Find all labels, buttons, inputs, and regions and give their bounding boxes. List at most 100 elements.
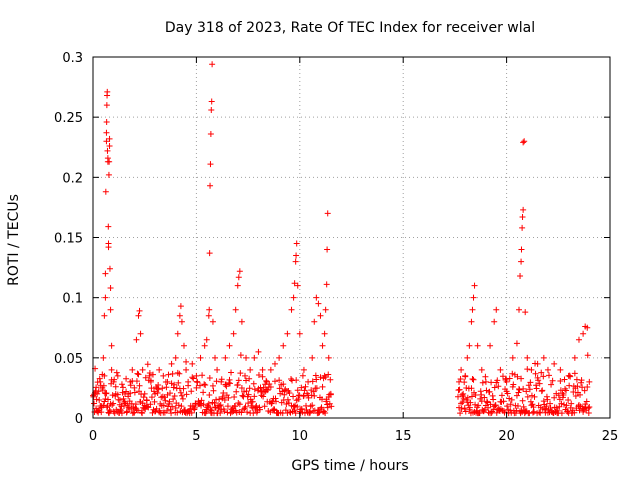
data-point — [110, 400, 117, 407]
data-point — [294, 403, 301, 410]
data-point — [276, 385, 283, 392]
data-point — [534, 360, 541, 367]
data-point — [481, 394, 488, 401]
data-point — [263, 377, 270, 384]
data-point — [147, 401, 154, 408]
data-point — [101, 312, 108, 319]
data-point — [311, 318, 318, 325]
data-point — [309, 354, 316, 361]
data-point — [169, 403, 176, 410]
data-point — [208, 407, 215, 414]
grid-lines — [93, 57, 610, 418]
data-point — [153, 405, 160, 412]
data-point — [112, 390, 119, 397]
data-point — [470, 376, 477, 383]
data-point — [463, 384, 470, 391]
data-point — [219, 393, 226, 400]
data-point — [135, 371, 142, 378]
data-point — [255, 348, 262, 355]
data-point — [472, 391, 479, 398]
data-point — [557, 378, 564, 385]
data-point — [462, 372, 469, 379]
data-point — [146, 372, 153, 379]
data-point — [470, 294, 477, 301]
data-point — [131, 384, 138, 391]
data-point — [504, 403, 511, 410]
data-point — [155, 382, 162, 389]
data-point — [146, 370, 153, 377]
data-point — [584, 324, 591, 331]
data-point — [527, 379, 534, 386]
data-point — [578, 377, 585, 384]
data-point — [468, 318, 475, 325]
data-point — [537, 409, 544, 416]
data-point — [579, 384, 586, 391]
data-point — [201, 381, 208, 388]
data-point — [144, 361, 151, 368]
data-point — [209, 318, 216, 325]
data-point — [198, 402, 205, 409]
data-point — [168, 410, 175, 417]
data-point — [549, 377, 556, 384]
data-point — [188, 388, 195, 395]
data-point — [305, 378, 312, 385]
data-point — [178, 392, 185, 399]
data-point — [177, 303, 184, 310]
data-point — [244, 409, 251, 416]
data-point — [267, 366, 274, 373]
data-point — [171, 393, 178, 400]
data-point — [151, 388, 158, 395]
data-point — [573, 376, 580, 383]
data-point — [307, 409, 314, 416]
data-point — [112, 383, 119, 390]
data-point — [528, 366, 535, 373]
data-point — [161, 394, 168, 401]
data-point — [256, 406, 263, 413]
data-point — [528, 392, 535, 399]
data-point — [482, 373, 489, 380]
data-point — [536, 409, 543, 416]
data-point — [571, 354, 578, 361]
data-point — [302, 383, 309, 390]
data-point — [207, 161, 214, 168]
data-point — [100, 354, 107, 361]
data-point — [577, 391, 584, 398]
data-point — [272, 395, 279, 402]
data-point — [131, 389, 138, 396]
data-point — [503, 378, 510, 385]
data-point — [103, 118, 110, 125]
data-point — [203, 336, 210, 343]
data-point — [294, 387, 301, 394]
data-point — [241, 372, 248, 379]
data-point — [116, 396, 123, 403]
data-point — [119, 384, 126, 391]
data-point — [119, 389, 126, 396]
data-point — [183, 366, 190, 373]
data-point — [315, 300, 322, 307]
data-point — [136, 307, 143, 314]
data-point — [563, 402, 570, 409]
data-point — [240, 388, 247, 395]
data-point — [164, 378, 171, 385]
data-point — [271, 360, 278, 367]
data-point — [167, 406, 174, 413]
data-point — [104, 403, 111, 410]
data-point — [176, 312, 183, 319]
data-point — [469, 376, 476, 383]
data-point — [176, 370, 183, 377]
data-point — [271, 406, 278, 413]
data-point — [110, 378, 117, 385]
data-point — [217, 409, 224, 416]
data-point — [568, 400, 575, 407]
data-point — [306, 408, 313, 415]
data-point — [190, 375, 197, 382]
data-point — [156, 366, 163, 373]
data-point — [491, 318, 498, 325]
data-point — [475, 402, 482, 409]
data-point — [504, 390, 511, 397]
data-point — [319, 342, 326, 349]
data-point — [488, 409, 495, 416]
data-point — [118, 410, 125, 417]
data-point — [295, 396, 302, 403]
data-point — [168, 360, 175, 367]
